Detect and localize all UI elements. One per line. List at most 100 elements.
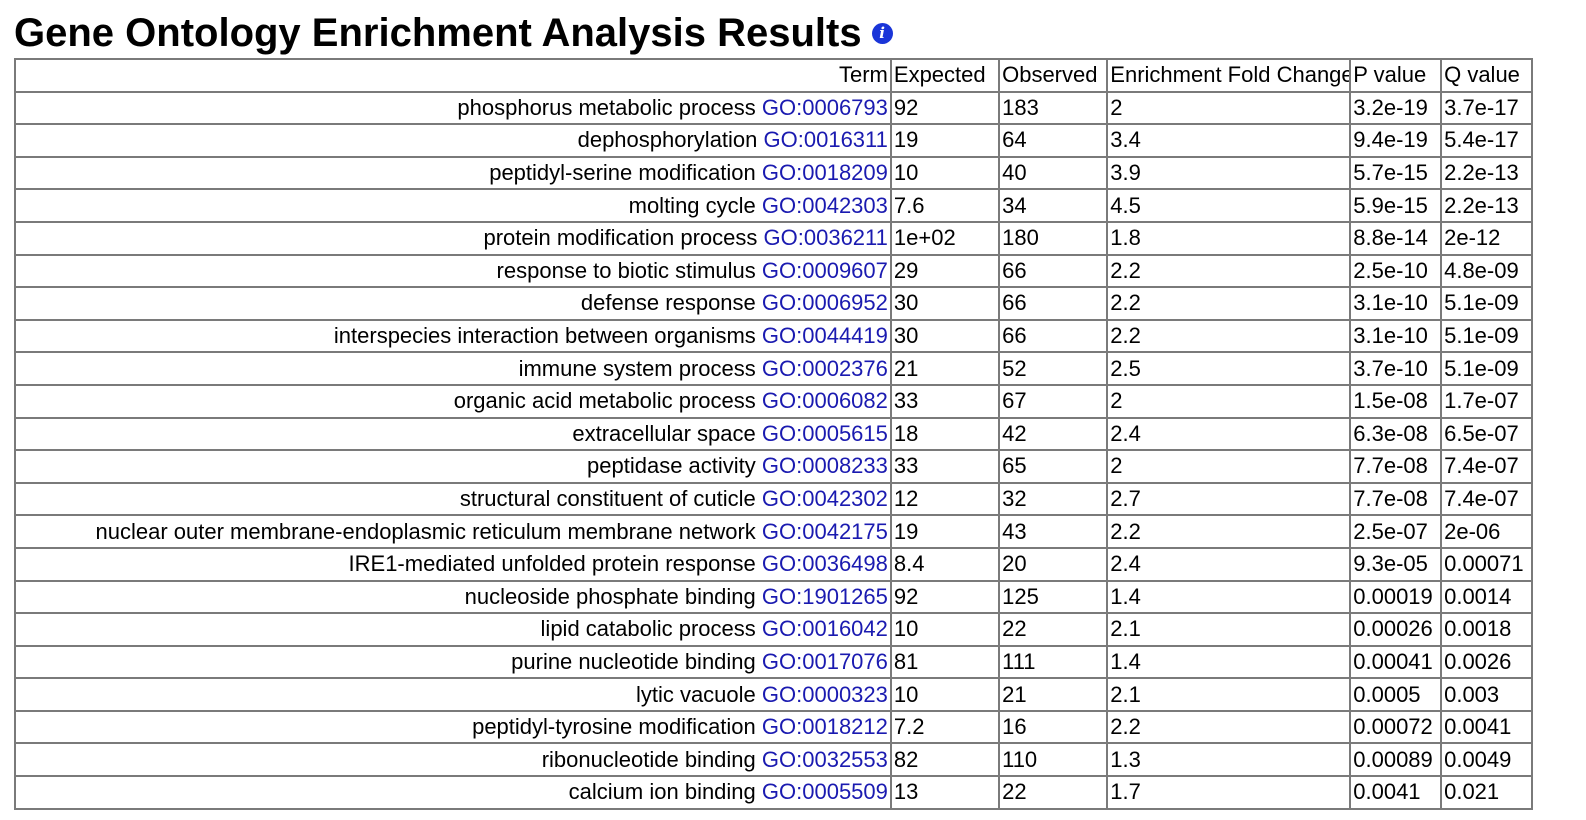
term-name: molting cycle bbox=[628, 192, 756, 218]
observed-cell: 32 bbox=[999, 482, 1108, 516]
term-cell: structural constituent of cuticle GO:004… bbox=[15, 482, 891, 516]
term-cell: response to biotic stimulus GO:0009607 bbox=[15, 254, 891, 288]
term-cell: lytic vacuole GO:0000323 bbox=[15, 678, 891, 711]
q-value-cell: 3.7e-17 bbox=[1441, 91, 1532, 125]
q-value-cell: 2.2e-13 bbox=[1441, 189, 1532, 222]
go-id-link[interactable]: GO:0044419 bbox=[761, 323, 888, 349]
go-id-link[interactable]: GO:0036211 bbox=[763, 225, 888, 251]
p-value-cell: 5.7e-15 bbox=[1350, 156, 1442, 190]
table-row: nucleoside phosphate binding GO:1901265 9… bbox=[15, 580, 1532, 614]
fold-change-cell: 2.4 bbox=[1107, 547, 1351, 581]
q-value-cell: 5.1e-09 bbox=[1441, 287, 1532, 320]
column-header-term: Term bbox=[15, 59, 891, 92]
fold-change-cell: 2 bbox=[1107, 91, 1351, 125]
q-value-cell: 5.1e-09 bbox=[1441, 319, 1532, 353]
observed-cell: 65 bbox=[999, 450, 1108, 483]
fold-change-cell: 2.2 bbox=[1107, 254, 1351, 288]
table-row: peptidyl-tyrosine modification GO:001821… bbox=[15, 710, 1532, 744]
term-cell: molting cycle GO:0042303 bbox=[15, 189, 891, 222]
go-id-link[interactable]: GO:0018212 bbox=[761, 714, 888, 740]
go-id-link[interactable]: GO:0036498 bbox=[761, 551, 888, 577]
go-id-link[interactable]: GO:0016042 bbox=[761, 616, 888, 642]
go-id-link[interactable]: GO:0042303 bbox=[761, 192, 888, 218]
p-value-cell: 2.5e-10 bbox=[1350, 254, 1442, 288]
q-value-cell: 0.0026 bbox=[1441, 645, 1532, 679]
fold-change-cell: 2.2 bbox=[1107, 319, 1351, 353]
p-value-cell: 0.00026 bbox=[1350, 613, 1442, 646]
q-value-cell: 6.5e-07 bbox=[1441, 417, 1532, 451]
fold-change-cell: 2 bbox=[1107, 384, 1351, 418]
expected-cell: 12 bbox=[890, 482, 1000, 516]
table-row: structural constituent of cuticle GO:004… bbox=[15, 482, 1532, 516]
expected-cell: 30 bbox=[890, 287, 1000, 320]
go-id-link[interactable]: GO:0000323 bbox=[761, 681, 888, 707]
term-name: purine nucleotide binding bbox=[511, 648, 756, 674]
go-id-link[interactable]: GO:0018209 bbox=[761, 160, 888, 186]
q-value-cell: 7.4e-07 bbox=[1441, 450, 1532, 483]
term-cell: interspecies interaction between organis… bbox=[15, 319, 891, 353]
term-name: peptidyl-tyrosine modification bbox=[472, 714, 756, 740]
p-value-cell: 3.2e-19 bbox=[1350, 91, 1442, 125]
term-name: structural constituent of cuticle bbox=[459, 486, 756, 512]
term-cell: calcium ion binding GO:0005509 bbox=[15, 776, 891, 809]
term-cell: phosphorus metabolic process GO:0006793 bbox=[15, 91, 891, 125]
table-row: lytic vacuole GO:0000323 10 21 2.1 0.0005 0.0… bbox=[15, 678, 1532, 711]
go-id-link[interactable]: GO:0017076 bbox=[761, 648, 888, 674]
p-value-cell: 0.0005 bbox=[1350, 678, 1442, 711]
table-row: lipid catabolic process GO:0016042 10 22 2.… bbox=[15, 613, 1532, 646]
go-id-link[interactable]: GO:0006952 bbox=[761, 290, 888, 316]
p-value-cell: 7.7e-08 bbox=[1350, 482, 1442, 516]
p-value-cell: 9.3e-05 bbox=[1350, 547, 1442, 581]
column-header-fold-change: Enrichment Fold Change bbox=[1107, 59, 1351, 92]
table-row: immune system process GO:0002376 21 52 2.5 3… bbox=[15, 352, 1532, 385]
observed-cell: 42 bbox=[999, 417, 1108, 451]
go-id-link[interactable]: GO:0016311 bbox=[763, 127, 888, 153]
term-name: response to biotic stimulus bbox=[496, 257, 756, 283]
table-row: IRE1-mediated unfolded protein response … bbox=[15, 547, 1532, 581]
q-value-cell: 5.4e-17 bbox=[1441, 124, 1532, 157]
go-id-link[interactable]: GO:0006793 bbox=[761, 94, 888, 120]
q-value-cell: 7.4e-07 bbox=[1441, 482, 1532, 516]
term-name: defense response bbox=[580, 290, 756, 316]
p-value-cell: 0.00041 bbox=[1350, 645, 1442, 679]
term-cell: IRE1-mediated unfolded protein response … bbox=[15, 547, 891, 581]
term-name: interspecies interaction between organis… bbox=[333, 323, 756, 349]
p-value-cell: 1.5e-08 bbox=[1350, 384, 1442, 418]
go-id-link[interactable]: GO:0042302 bbox=[761, 486, 888, 512]
term-name: protein modification process bbox=[483, 225, 758, 251]
go-id-link[interactable]: GO:0002376 bbox=[761, 355, 888, 381]
observed-cell: 110 bbox=[999, 743, 1108, 777]
go-id-link[interactable]: GO:0009607 bbox=[761, 257, 888, 283]
observed-cell: 64 bbox=[999, 124, 1108, 157]
observed-cell: 22 bbox=[999, 776, 1108, 809]
term-cell: dephosphorylation GO:0016311 bbox=[15, 124, 891, 157]
observed-cell: 67 bbox=[999, 384, 1108, 418]
observed-cell: 180 bbox=[999, 221, 1108, 255]
fold-change-cell: 2.2 bbox=[1107, 515, 1351, 548]
observed-cell: 66 bbox=[999, 287, 1108, 320]
go-id-link[interactable]: GO:1901265 bbox=[761, 583, 888, 609]
go-id-link[interactable]: GO:0005509 bbox=[761, 779, 888, 805]
p-value-cell: 3.7e-10 bbox=[1350, 352, 1442, 385]
go-id-link[interactable]: GO:0008233 bbox=[761, 453, 888, 479]
q-value-cell: 2e-12 bbox=[1441, 221, 1532, 255]
expected-cell: 10 bbox=[890, 613, 1000, 646]
term-name: nucleoside phosphate binding bbox=[464, 583, 756, 609]
q-value-cell: 1.7e-07 bbox=[1441, 384, 1532, 418]
go-id-link[interactable]: GO:0006082 bbox=[761, 388, 888, 414]
go-id-link[interactable]: GO:0005615 bbox=[761, 420, 888, 446]
term-cell: nuclear outer membrane-endoplasmic retic… bbox=[15, 515, 891, 548]
observed-cell: 66 bbox=[999, 319, 1108, 353]
observed-cell: 16 bbox=[999, 710, 1108, 744]
term-cell: lipid catabolic process GO:0016042 bbox=[15, 613, 891, 646]
go-id-link[interactable]: GO:0032553 bbox=[761, 746, 888, 772]
fold-change-cell: 2.5 bbox=[1107, 352, 1351, 385]
term-cell: extracellular space GO:0005615 bbox=[15, 417, 891, 451]
fold-change-cell: 3.4 bbox=[1107, 124, 1351, 157]
expected-cell: 10 bbox=[890, 678, 1000, 711]
go-id-link[interactable]: GO:0042175 bbox=[761, 518, 888, 544]
expected-cell: 33 bbox=[890, 384, 1000, 418]
observed-cell: 183 bbox=[999, 91, 1108, 125]
info-icon[interactable]: i bbox=[871, 22, 893, 44]
